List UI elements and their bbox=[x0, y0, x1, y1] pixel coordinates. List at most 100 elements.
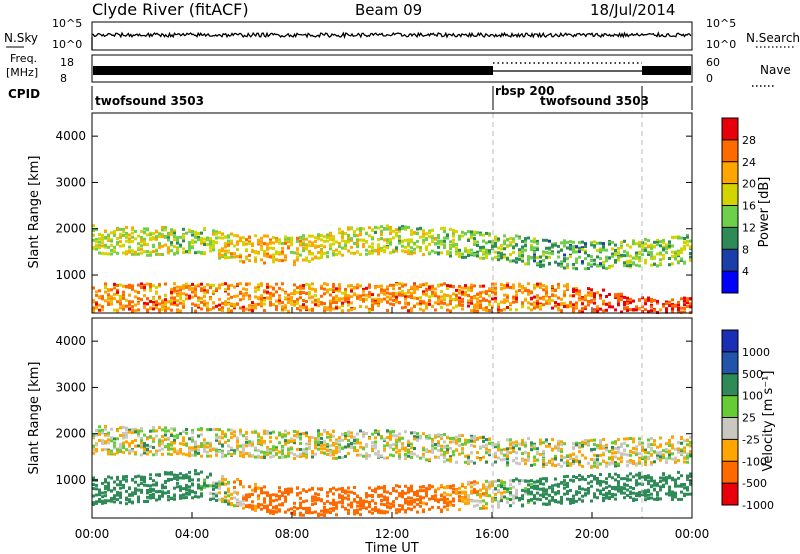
data-cell bbox=[572, 245, 575, 249]
data-cell bbox=[125, 234, 128, 238]
data-cell bbox=[659, 240, 662, 244]
data-cell bbox=[563, 239, 566, 243]
data-cell bbox=[386, 241, 389, 245]
data-cell bbox=[122, 441, 125, 445]
data-cell bbox=[524, 262, 527, 266]
data-cell bbox=[335, 287, 338, 291]
data-cell bbox=[569, 454, 572, 458]
data-cell bbox=[260, 443, 263, 447]
data-cell bbox=[263, 297, 266, 301]
data-cell bbox=[272, 445, 275, 449]
data-cell bbox=[179, 488, 182, 492]
data-cell bbox=[329, 448, 332, 452]
data-cell bbox=[155, 235, 158, 239]
data-cell bbox=[410, 456, 413, 459]
data-cell bbox=[503, 255, 506, 259]
data-cell bbox=[263, 497, 266, 501]
data-cell bbox=[548, 499, 551, 503]
data-cell bbox=[293, 430, 296, 433]
data-cell bbox=[626, 309, 629, 312]
data-cell bbox=[224, 440, 227, 444]
data-cell bbox=[533, 494, 536, 498]
data-cell bbox=[683, 240, 686, 244]
data-cell bbox=[341, 309, 344, 313]
data-cell bbox=[143, 478, 146, 482]
data-cell bbox=[323, 510, 326, 514]
data-cell bbox=[131, 249, 134, 253]
data-cell bbox=[596, 460, 599, 464]
data-cell bbox=[404, 455, 407, 459]
data-cell bbox=[230, 295, 233, 299]
data-cell bbox=[203, 447, 206, 451]
data-cell bbox=[608, 462, 611, 466]
data-cell bbox=[263, 234, 266, 238]
data-cell bbox=[533, 250, 536, 254]
data-cell bbox=[503, 490, 506, 494]
data-cell bbox=[521, 250, 524, 254]
data-cell bbox=[515, 290, 518, 294]
data-cell bbox=[560, 241, 563, 245]
data-cell bbox=[98, 251, 101, 255]
data-cell bbox=[533, 501, 536, 505]
data-cell bbox=[164, 301, 167, 305]
data-cell bbox=[467, 495, 470, 499]
data-cell bbox=[644, 237, 647, 241]
data-cell bbox=[644, 455, 647, 459]
data-cell bbox=[578, 255, 581, 259]
data-cell bbox=[476, 499, 479, 503]
data-cell bbox=[590, 457, 593, 461]
data-cell bbox=[482, 444, 485, 448]
data-cell bbox=[593, 453, 596, 457]
data-cell bbox=[296, 430, 299, 434]
data-cell bbox=[548, 251, 551, 255]
data-cell bbox=[509, 438, 512, 442]
data-cell bbox=[335, 449, 338, 453]
data-cell bbox=[374, 429, 377, 433]
data-cell bbox=[284, 429, 287, 433]
data-cell bbox=[524, 244, 527, 247]
data-cell bbox=[623, 300, 626, 304]
data-cell bbox=[401, 489, 404, 493]
data-cell bbox=[545, 479, 548, 483]
data-cell bbox=[194, 445, 197, 449]
data-cell bbox=[251, 250, 254, 253]
data-cell bbox=[437, 302, 440, 306]
data-cell bbox=[521, 259, 524, 263]
data-cell bbox=[647, 451, 650, 455]
data-cell bbox=[551, 457, 554, 461]
data-cell bbox=[188, 248, 191, 251]
data-cell bbox=[515, 488, 518, 492]
data-cell bbox=[302, 243, 305, 246]
data-cell bbox=[320, 444, 323, 448]
data-cell bbox=[323, 440, 326, 444]
data-cell bbox=[119, 444, 122, 448]
data-cell bbox=[680, 306, 683, 310]
data-cell bbox=[554, 260, 557, 264]
data-cell bbox=[221, 480, 224, 484]
data-cell bbox=[323, 287, 326, 291]
data-cell bbox=[206, 428, 209, 432]
data-cell bbox=[218, 256, 221, 260]
data-cell bbox=[140, 478, 143, 482]
data-cell bbox=[314, 294, 317, 297]
data-cell bbox=[116, 309, 119, 313]
data-cell bbox=[575, 459, 578, 463]
data-cell bbox=[413, 247, 416, 251]
data-cell bbox=[455, 298, 458, 301]
data-cell bbox=[620, 253, 623, 257]
data-cell bbox=[308, 240, 311, 244]
data-cell bbox=[242, 451, 245, 455]
data-cell bbox=[95, 493, 98, 497]
data-cell bbox=[383, 238, 386, 242]
data-cell bbox=[566, 459, 569, 463]
data-cell bbox=[224, 249, 227, 253]
data-cell bbox=[197, 472, 200, 476]
data-cell bbox=[260, 236, 263, 240]
data-cell bbox=[647, 239, 650, 243]
data-cell bbox=[233, 504, 236, 508]
data-cell bbox=[644, 248, 647, 252]
data-cell bbox=[149, 435, 152, 439]
data-cell bbox=[320, 256, 323, 259]
data-cell bbox=[380, 288, 383, 292]
data-cell bbox=[206, 475, 209, 479]
